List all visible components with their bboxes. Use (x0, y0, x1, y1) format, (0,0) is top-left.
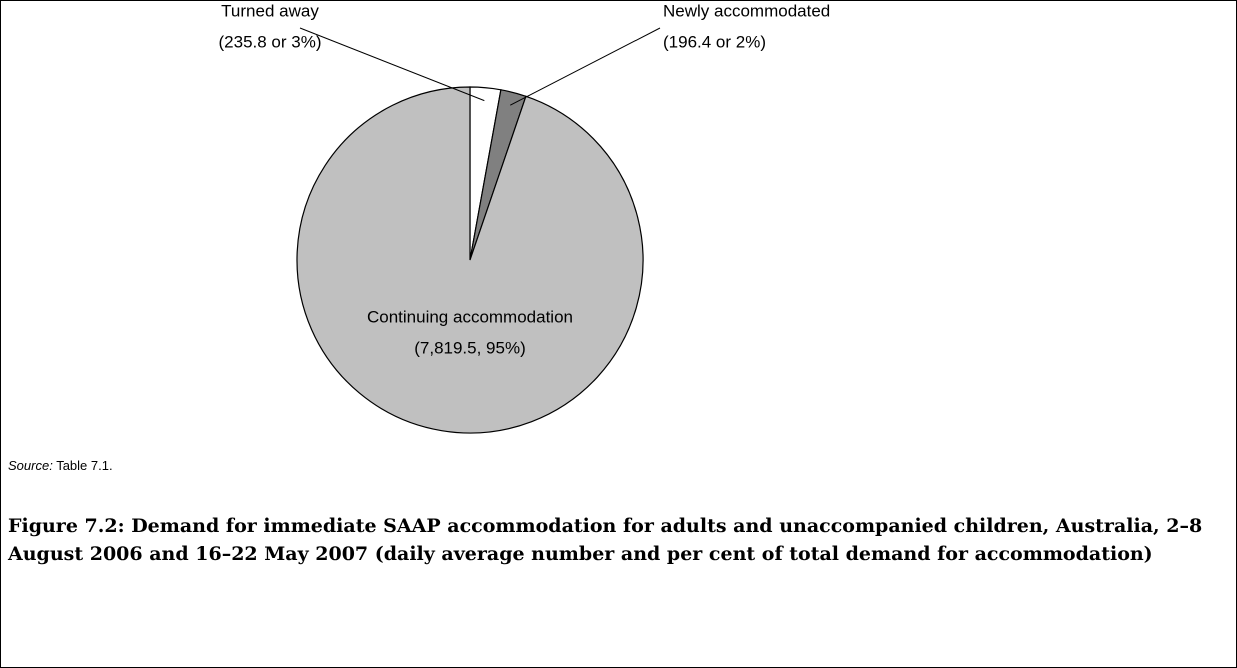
slice-label: Turned away (221, 1, 319, 20)
chart: Turned away (235.8 or 3%) Newly accommodat… (219, 1, 830, 434)
caption: Figure 7.2: Demand for immediate SAAP ac… (8, 515, 1203, 565)
value-label: (235.8 or 3%) (219, 32, 322, 51)
pie-slice (296, 86, 644, 434)
source: Source: Table 7.1. (8, 458, 113, 473)
source-text: Table 7.1. (56, 458, 113, 473)
value-label: (196.4 or 2%) (663, 32, 766, 51)
leader-line (510, 27, 661, 106)
value-label: (7,819.5, 95%) (414, 338, 526, 357)
leader-line (299, 27, 485, 102)
source-label: Source: (8, 458, 53, 473)
slice-label: Continuing accommodation (367, 307, 573, 326)
slice-label: Newly accommodated (663, 1, 830, 20)
